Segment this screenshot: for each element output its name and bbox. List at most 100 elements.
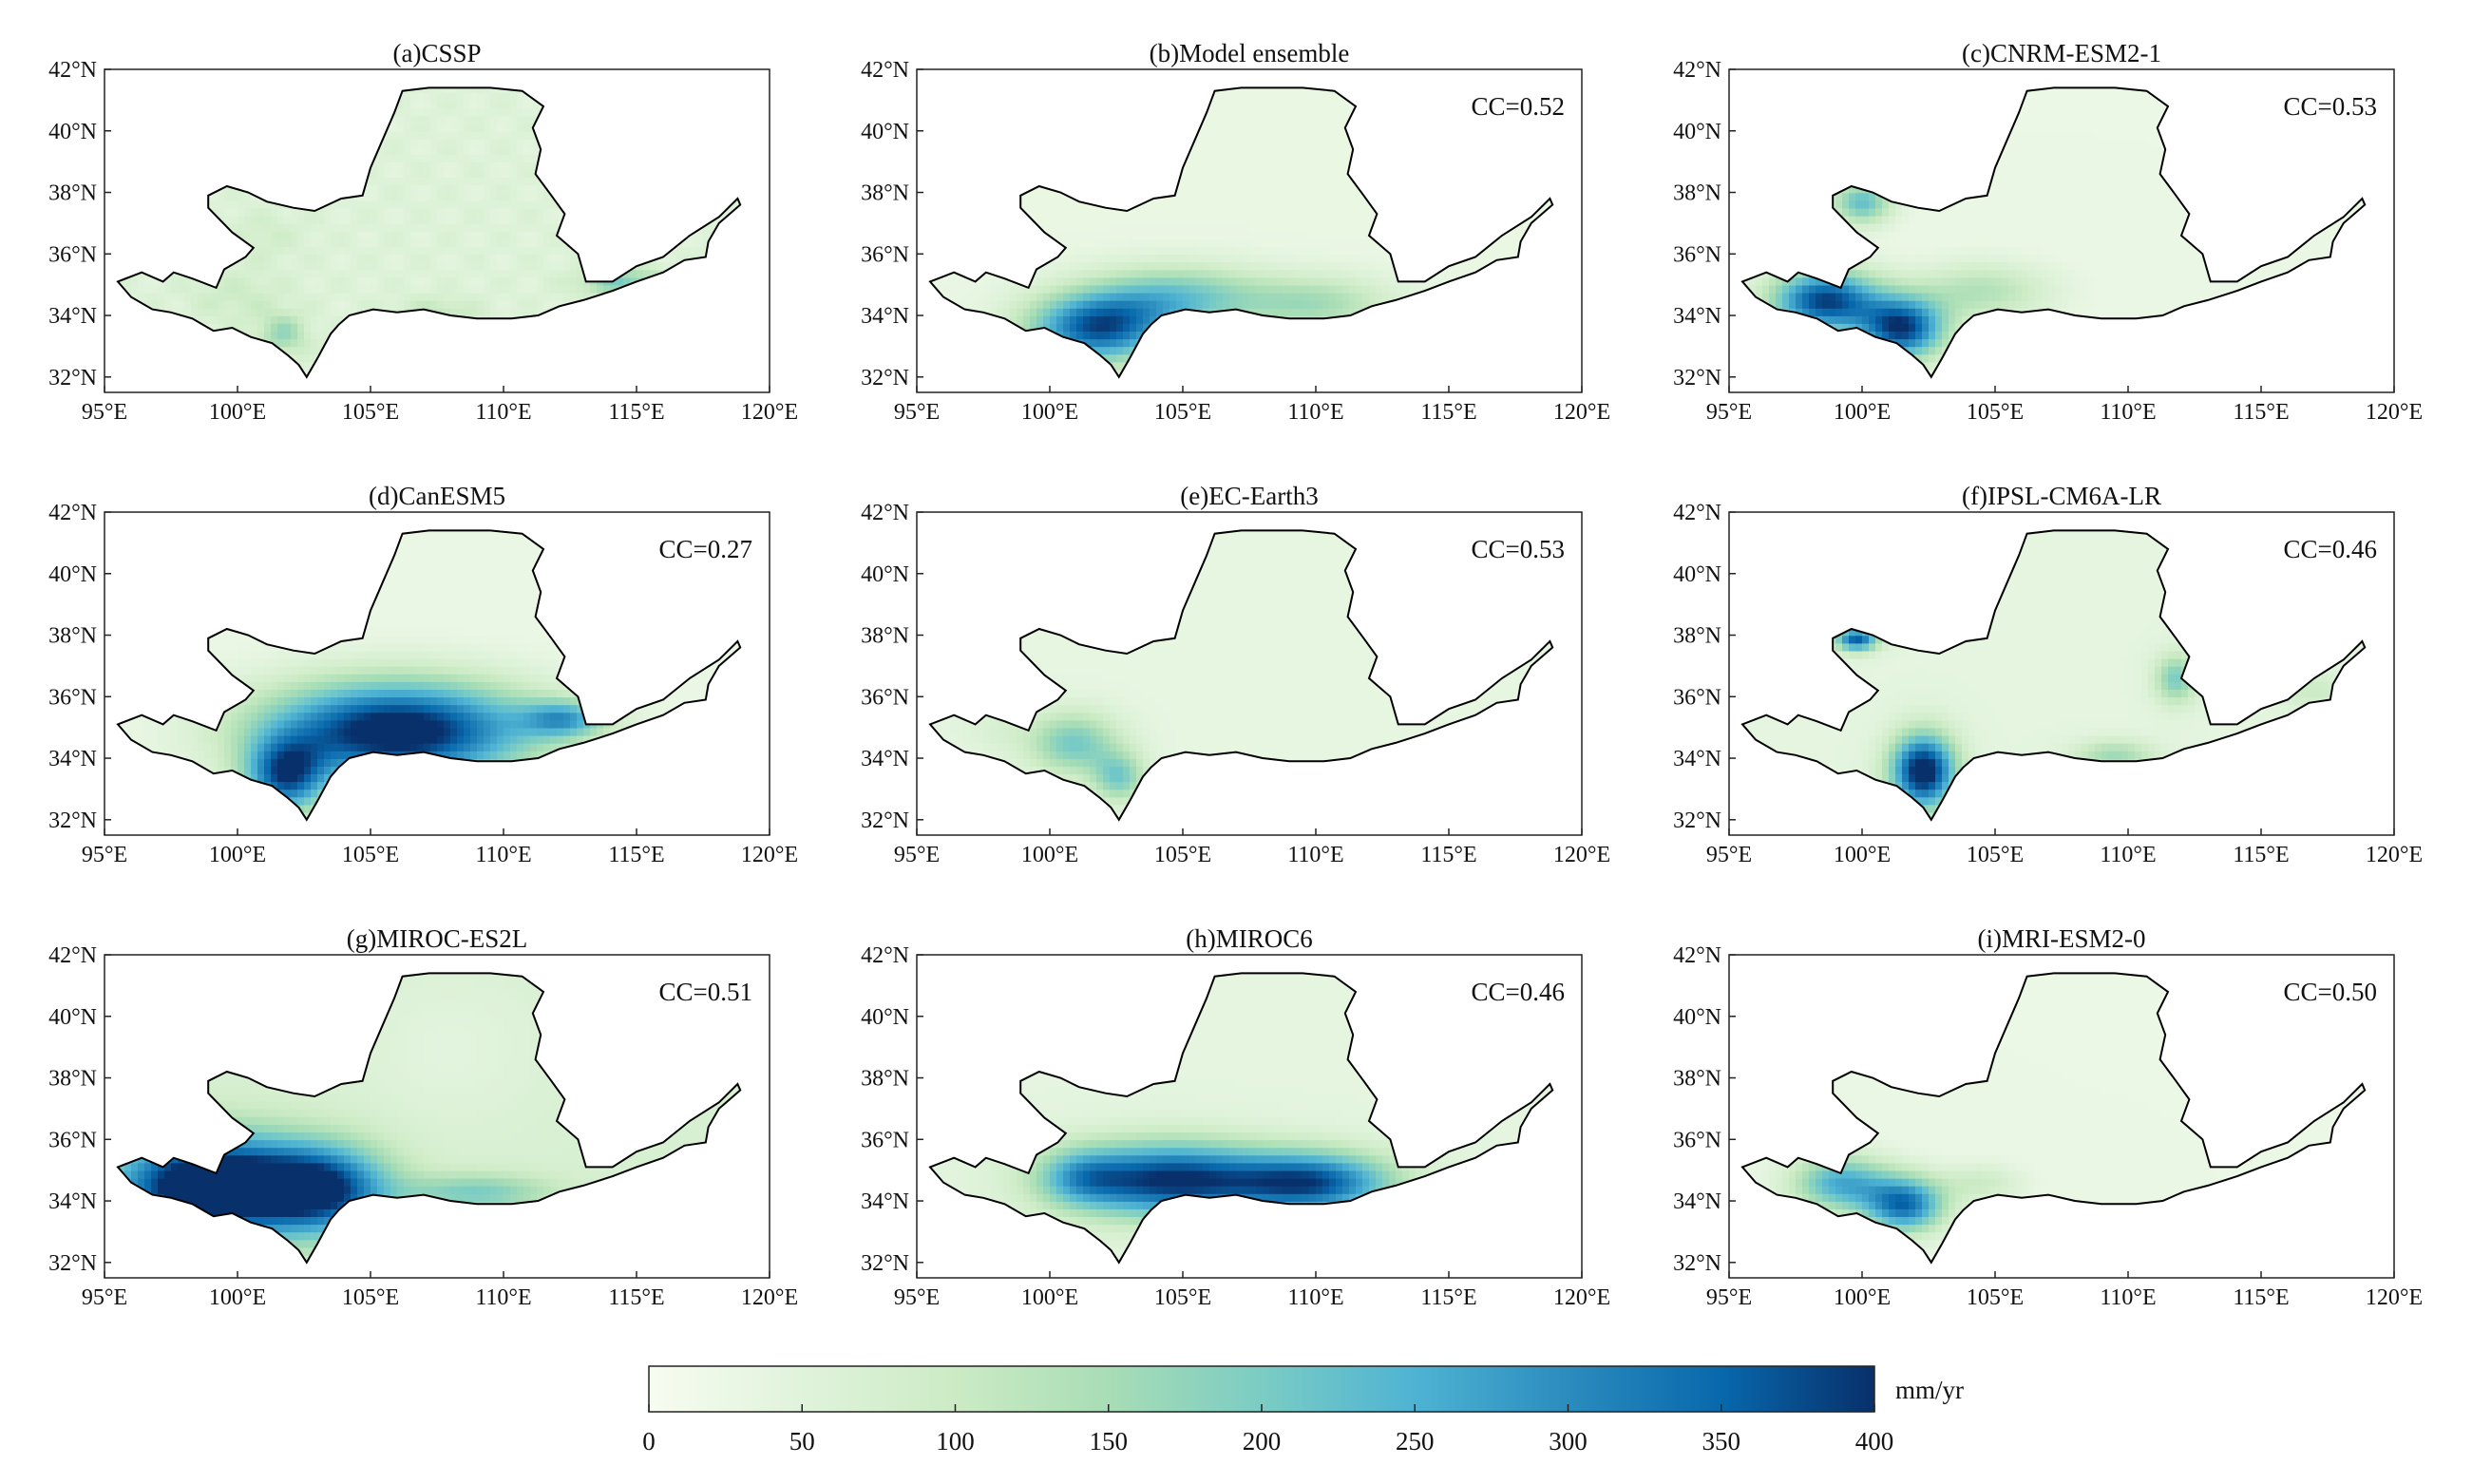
grid-cell	[244, 276, 252, 286]
grid-cell	[537, 92, 544, 102]
grid-cell	[277, 222, 285, 232]
grid-cell	[317, 331, 325, 340]
grid-cell	[670, 331, 677, 340]
grid-cell	[198, 92, 205, 102]
grid-cell	[417, 346, 425, 355]
grid-cell	[430, 361, 438, 371]
grid-cell	[198, 115, 205, 124]
grid-cell	[1063, 138, 1071, 147]
grid-cell	[957, 261, 964, 271]
grid-cell	[397, 261, 405, 271]
grid-cell	[977, 238, 984, 247]
grid-cell	[277, 184, 285, 194]
grid-cell	[957, 231, 964, 239]
grid-cell	[1083, 77, 1091, 86]
grid-cell	[1056, 115, 1064, 124]
grid-cell	[291, 338, 298, 348]
grid-cell	[597, 231, 604, 239]
grid-cell	[204, 254, 212, 263]
grid-cell	[703, 284, 711, 294]
grid-cell	[377, 200, 385, 209]
grid-cell	[397, 154, 405, 162]
grid-cell	[105, 100, 112, 108]
grid-cell	[550, 246, 558, 256]
grid-cell	[417, 323, 425, 332]
grid-cell	[1083, 361, 1091, 371]
grid-cell	[218, 338, 225, 348]
grid-cell	[543, 222, 551, 232]
grid-cell	[1010, 100, 1017, 109]
grid-cell	[690, 308, 697, 316]
grid-cell	[231, 284, 238, 294]
grid-cell	[344, 184, 352, 194]
grid-cell	[504, 146, 511, 155]
grid-cell	[923, 77, 931, 86]
grid-cell	[1076, 200, 1084, 209]
grid-cell	[617, 261, 624, 271]
grid-cell	[637, 361, 644, 371]
grid-cell	[710, 269, 717, 278]
grid-cell	[118, 338, 119, 348]
grid-cell	[1083, 323, 1091, 332]
grid-cell	[450, 77, 458, 86]
grid-cell	[656, 215, 664, 224]
grid-cell	[477, 308, 485, 316]
grid-cell	[244, 177, 252, 186]
grid-cell	[1017, 315, 1024, 324]
grid-cell	[943, 146, 951, 155]
grid-cell	[417, 222, 425, 232]
grid-cell	[523, 200, 531, 209]
grid-cell	[264, 87, 272, 94]
grid-cell	[351, 269, 358, 278]
grid-cell	[264, 162, 272, 170]
grid-cell	[557, 315, 564, 324]
grid-cell	[696, 299, 704, 309]
grid-cell	[410, 308, 418, 316]
grid-cell	[1076, 331, 1084, 340]
grid-cell	[663, 292, 671, 301]
grid-cell	[377, 107, 385, 117]
grid-cell	[397, 269, 405, 278]
grid-cell	[377, 269, 385, 278]
grid-cell	[377, 238, 385, 247]
grid-cell	[178, 254, 185, 263]
grid-cell	[550, 238, 558, 247]
grid-cell	[597, 284, 604, 294]
grid-cell	[390, 231, 398, 239]
grid-cell	[950, 269, 958, 278]
grid-cell	[736, 169, 741, 179]
grid-cell	[676, 269, 684, 278]
grid-cell	[191, 154, 199, 162]
grid-cell	[550, 346, 558, 355]
grid-cell	[371, 77, 378, 86]
grid-cell	[450, 177, 458, 186]
grid-cell	[970, 207, 978, 217]
grid-cell	[690, 184, 697, 194]
grid-cell	[171, 115, 179, 124]
grid-cell	[124, 361, 132, 371]
grid-cell	[218, 123, 225, 132]
grid-cell	[131, 130, 139, 140]
grid-cell	[517, 169, 524, 179]
grid-cell	[184, 299, 192, 309]
grid-cell	[550, 231, 558, 239]
grid-cell	[670, 77, 677, 86]
grid-cell	[703, 184, 711, 194]
grid-cell	[523, 115, 531, 124]
grid-cell	[750, 231, 757, 239]
grid-cell	[457, 162, 465, 170]
map-frame	[104, 68, 770, 393]
grid-cell	[1030, 207, 1037, 217]
grid-cell	[650, 154, 657, 162]
grid-cell	[331, 346, 338, 355]
grid-cell	[430, 192, 438, 201]
grid-cell	[357, 238, 365, 247]
grid-cell	[970, 115, 978, 124]
grid-cell	[1050, 115, 1057, 124]
grid-cell	[997, 123, 1004, 132]
grid-cell	[264, 254, 272, 263]
grid-cell	[131, 169, 139, 179]
grid-cell	[184, 92, 192, 102]
grid-cell	[510, 338, 518, 348]
grid-cell	[530, 130, 538, 140]
